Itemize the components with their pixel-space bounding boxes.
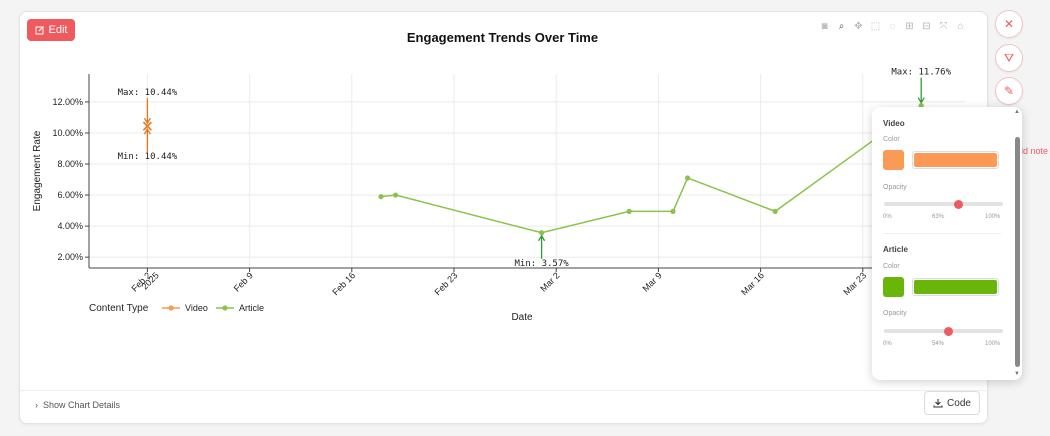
annotation-label: Min: 10.44%	[118, 152, 178, 162]
chart-title: Engagement Trends Over Time	[406, 30, 599, 45]
data-point-article	[378, 194, 384, 200]
y-tick-label: 2.00%	[57, 252, 83, 262]
annotation-label: Max: 10.44%	[118, 88, 178, 98]
y-tick-label: 6.00%	[57, 190, 83, 200]
data-point-article	[772, 208, 778, 214]
article-color-label: Color	[883, 263, 900, 270]
close-icon: ✕	[1003, 17, 1015, 31]
annotation-arrowhead	[538, 234, 546, 242]
zoom-icon[interactable]: ⌕	[838, 21, 845, 32]
legend-marker-article	[222, 305, 228, 311]
style-panel: ▲ Video Color Opacity 0% 63% 100% Articl…	[872, 107, 1022, 380]
video-section-title: Video	[883, 119, 905, 128]
article-opacity-thumb[interactable]	[943, 326, 953, 336]
chart-card	[19, 11, 988, 424]
y-tick-label: 8.00%	[57, 159, 83, 169]
section-divider	[883, 233, 1001, 234]
close-button[interactable]: ✕	[995, 10, 1023, 38]
chart-details-label: Show Chart Details	[43, 400, 121, 410]
plot-toolbar: ◙ ⌕ ✥ ⬚ ◌ ⊞ ⊟ ⤧ ⌂	[818, 20, 967, 33]
x-tick-label: Mar 16	[739, 270, 766, 297]
y-axis-title: Engagement Rate	[32, 130, 43, 211]
reset-axes-icon[interactable]: ⌂	[957, 21, 964, 32]
x-tick-label: Feb 9	[232, 270, 255, 293]
video-color-input[interactable]	[912, 151, 999, 169]
article-color-input[interactable]	[912, 278, 999, 296]
edit-icon	[35, 26, 44, 35]
legend-label-article: Article	[239, 303, 264, 313]
y-tick-label: 12.00%	[52, 97, 83, 107]
pencil-icon: ✎	[1003, 84, 1015, 98]
code-button-label: Code	[947, 397, 971, 409]
zoom-in-icon[interactable]: ⊞	[905, 21, 914, 32]
video-color-label: Color	[883, 136, 900, 143]
draw-button[interactable]: ✎	[995, 77, 1023, 105]
x-tick-label: Mar 9	[640, 270, 663, 293]
article-opacity-value: 54%	[932, 341, 945, 347]
download-icon	[933, 399, 943, 408]
add-note-label[interactable]: dd note	[1018, 146, 1049, 156]
chart-details-toggle[interactable]: › Show Chart Details	[35, 400, 120, 410]
filter-icon: ⛛	[1003, 50, 1015, 65]
footer-divider	[20, 390, 986, 391]
data-point-article	[670, 208, 676, 214]
data-point-video	[142, 121, 152, 131]
annotation-label: Max: 11.76%	[891, 68, 951, 78]
legend-title: Content Type	[89, 303, 149, 314]
series-line-article	[380, 105, 922, 234]
article-section-title: Article	[883, 245, 908, 254]
article-opacity-slider[interactable]	[884, 326, 1003, 336]
panel-scrollbar[interactable]	[1015, 137, 1020, 367]
scroll-down-icon[interactable]: ▼	[1014, 371, 1020, 377]
scroll-up-icon[interactable]: ▲	[1014, 109, 1020, 115]
camera-icon[interactable]: ◙	[821, 21, 828, 32]
x-axis-title: Date	[511, 312, 533, 323]
x-tick-label: Feb 16	[330, 270, 357, 297]
code-button[interactable]: Code	[924, 391, 980, 415]
video-opacity-slider[interactable]	[884, 199, 1003, 209]
data-point-article	[685, 175, 691, 181]
x-tick-label: Mar 2	[538, 270, 561, 293]
legend-marker-video	[168, 305, 174, 311]
edit-button-label: Edit	[48, 24, 68, 36]
video-color-swatch[interactable]	[883, 150, 904, 170]
article-opacity-max: 100%	[985, 341, 1001, 347]
video-opacity-min: 0%	[883, 214, 892, 220]
autoscale-icon[interactable]: ⤧	[939, 21, 948, 32]
data-point-article	[393, 192, 399, 198]
y-tick-label: 10.00%	[52, 128, 83, 138]
video-opacity-label: Opacity	[883, 184, 907, 191]
box-select-icon[interactable]: ⬚	[870, 21, 881, 32]
article-color-swatch[interactable]	[883, 277, 904, 297]
article-opacity-label: Opacity	[883, 310, 907, 317]
x-tick-label: Mar 23	[841, 270, 868, 297]
annotation-arrowhead	[143, 117, 151, 125]
annotation-arrowhead	[143, 127, 151, 135]
legend-label-video: Video	[185, 303, 208, 313]
data-point-article	[626, 208, 632, 214]
video-opacity-max: 100%	[985, 214, 1001, 220]
edit-button[interactable]: Edit	[27, 19, 75, 41]
annotation-arrowhead	[917, 97, 925, 104]
video-opacity-thumb[interactable]	[954, 199, 964, 209]
chevron-right-icon: ›	[35, 400, 38, 410]
zoom-out-icon[interactable]: ⊟	[922, 21, 931, 32]
y-tick-label: 4.00%	[57, 221, 83, 231]
data-point-article	[918, 103, 924, 109]
pan-icon[interactable]: ✥	[854, 21, 863, 32]
filter-button[interactable]: ⛛	[995, 44, 1023, 72]
lasso-select-icon[interactable]: ◌	[889, 21, 896, 32]
data-point-article	[539, 230, 545, 236]
annotation-label: Min: 3.57%	[515, 259, 570, 269]
x-tick-label: Feb 23	[433, 270, 460, 297]
video-opacity-value: 63%	[932, 214, 945, 220]
article-opacity-min: 0%	[883, 341, 892, 347]
